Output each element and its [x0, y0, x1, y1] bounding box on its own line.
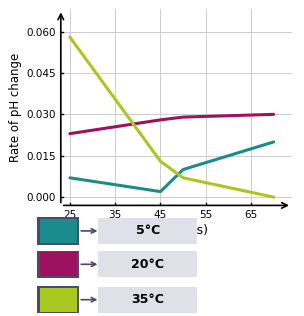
Bar: [98, 218, 197, 244]
Bar: [98, 287, 197, 313]
Bar: [37, 286, 79, 313]
Text: 5°C: 5°C: [136, 224, 160, 237]
Y-axis label: Rate of pH change: Rate of pH change: [9, 53, 22, 162]
X-axis label: Time (hrs): Time (hrs): [144, 224, 208, 237]
Bar: [40, 252, 77, 276]
Text: 35°C: 35°C: [131, 293, 164, 306]
Bar: [37, 217, 79, 245]
Bar: [40, 219, 77, 243]
Bar: [40, 288, 77, 312]
Bar: [37, 251, 79, 278]
Text: 20°C: 20°C: [131, 258, 164, 271]
Bar: [98, 251, 197, 277]
